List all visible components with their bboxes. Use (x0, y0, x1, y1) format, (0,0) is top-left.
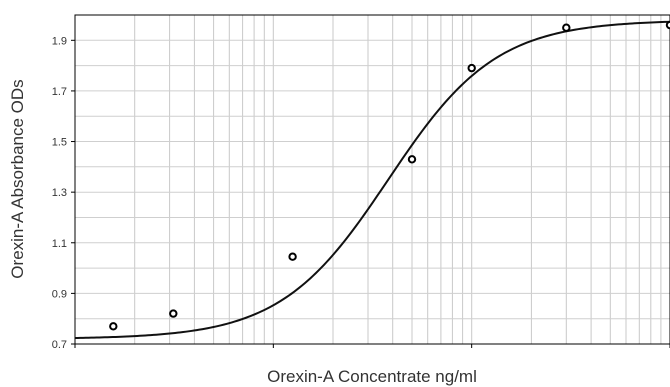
y-tick-label: 1.1 (52, 238, 67, 250)
y-tick-label: 0.7 (52, 339, 67, 351)
y-tick-label: 1.9 (52, 35, 67, 47)
y-axis-ticks: 0.7 0.9 1.1 1.3 1.5 1.7 1.9 (52, 35, 670, 351)
data-point (562, 23, 571, 32)
data-point (407, 155, 417, 164)
data-point (467, 63, 476, 73)
data-point (288, 252, 297, 261)
data-point (169, 309, 178, 318)
fit-curve-layer (74, 20, 670, 339)
fit-curve-line (74, 20, 670, 339)
plot-frame (74, 14, 670, 345)
grid (74, 14, 670, 345)
y-tick-label: 1.3 (52, 187, 67, 199)
x-axis-label: Orexin-A Concentrate ng/ml (267, 367, 477, 386)
y-tick-label: 1.5 (52, 137, 67, 149)
y-axis-label: Orexin-A Absorbance ODs (8, 79, 27, 278)
y-tick-label: 1.7 (52, 86, 67, 98)
data-point (109, 322, 118, 331)
y-tick-label: 0.9 (52, 288, 67, 300)
